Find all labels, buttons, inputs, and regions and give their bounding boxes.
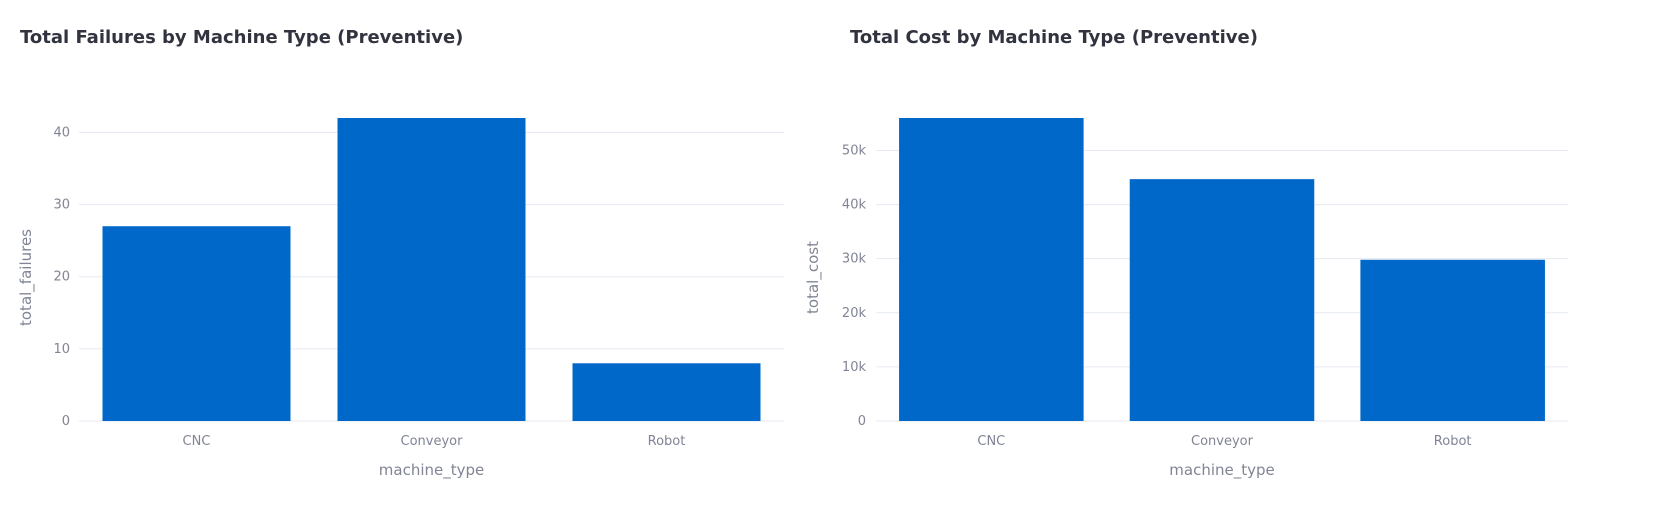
y-tick-label: 10: [53, 342, 70, 357]
bar-cnc[interactable]: [899, 118, 1084, 421]
y-tick-label: 40: [53, 125, 70, 140]
y-tick-label: 20: [53, 270, 70, 285]
x-tick-label: Robot: [1434, 434, 1472, 449]
x-axis-title: machine_type: [1169, 461, 1274, 480]
chart-title: Total Failures by Machine Type (Preventi…: [20, 27, 464, 48]
x-tick-label: Robot: [648, 434, 686, 449]
y-axis-title: total_failures: [17, 229, 36, 326]
x-tick-label: Conveyor: [1191, 434, 1254, 449]
bar-robot[interactable]: [572, 363, 761, 421]
failures-bar-chart: 0 10 20 30 40 CNC Conveyor Robot machine_type tot…: [17, 118, 784, 480]
y-tick-label: 30: [53, 198, 70, 213]
failures-chart-panel: Total Failures by Machine Type (Preventi…: [17, 27, 784, 480]
x-tick-label: Conveyor: [401, 434, 464, 449]
y-tick-label: 30k: [842, 252, 867, 267]
cost-bar-chart: 0 10k 20k 30k 40k 50k CNC Conveyor Robot machine_…: [804, 118, 1568, 480]
bar-cnc[interactable]: [102, 226, 291, 421]
bar-conveyor[interactable]: [337, 118, 526, 421]
bar-robot[interactable]: [1360, 259, 1545, 421]
y-tick-label: 10k: [842, 360, 867, 375]
y-tick-label: 40k: [842, 198, 867, 213]
y-tick-label: 0: [858, 414, 866, 429]
y-tick-label: 50k: [842, 143, 867, 158]
chart-title: Total Cost by Machine Type (Preventive): [850, 27, 1258, 48]
y-axis-title: total_cost: [804, 241, 823, 314]
cost-chart-panel: Total Cost by Machine Type (Preventive) …: [804, 0, 1660, 519]
y-tick-label: 0: [62, 414, 70, 429]
y-tick-label: 20k: [842, 306, 867, 321]
x-tick-label: CNC: [977, 434, 1005, 449]
x-tick-label: CNC: [183, 434, 211, 449]
bar-conveyor[interactable]: [1129, 179, 1315, 421]
x-axis-title: machine_type: [379, 461, 484, 480]
